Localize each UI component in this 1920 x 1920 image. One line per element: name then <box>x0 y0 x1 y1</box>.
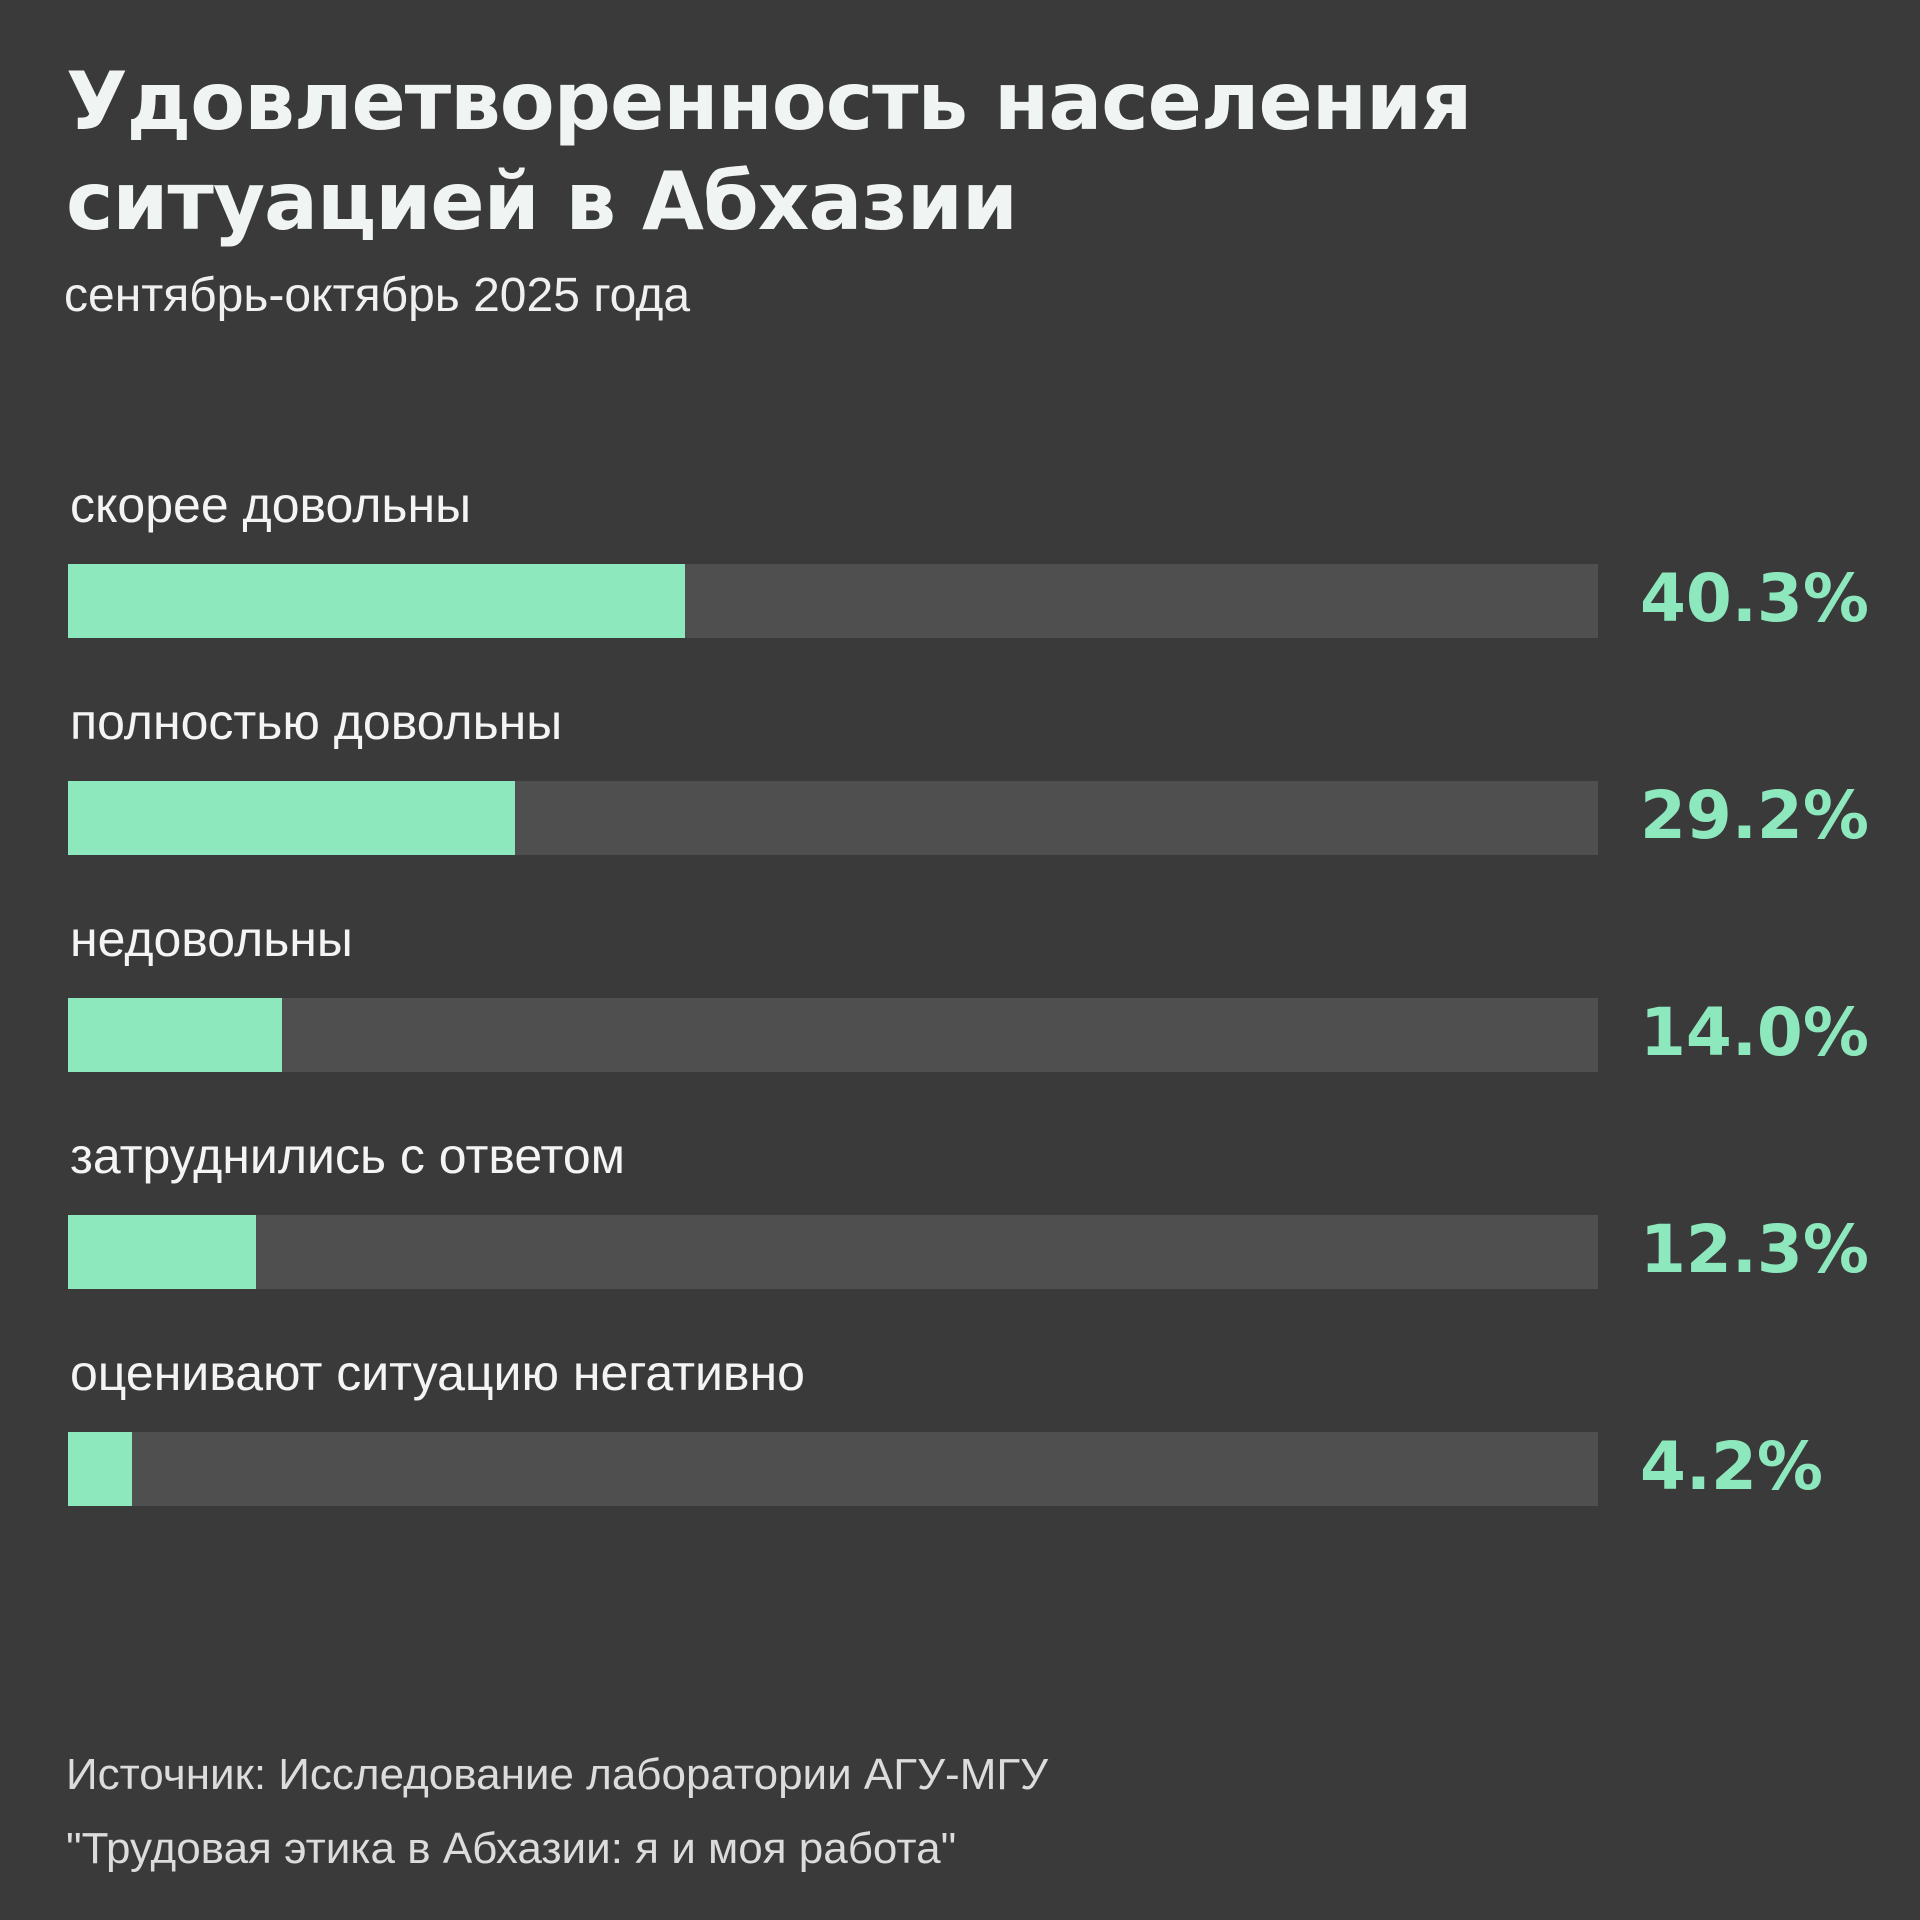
category-label: оценивают ситуацию негативно <box>70 1345 805 1401</box>
category-label: недовольны <box>70 911 353 967</box>
bar-track <box>68 781 1598 855</box>
bar <box>68 1215 257 1289</box>
bar <box>68 998 283 1072</box>
bar-track <box>68 564 1598 638</box>
value-label: 40.3% <box>1640 560 1869 637</box>
category-label: затруднились с ответом <box>70 1128 626 1184</box>
category-label: скорее довольны <box>70 477 472 533</box>
bar <box>68 1432 133 1506</box>
value-label: 29.2% <box>1640 777 1869 854</box>
category-label: полностью довольны <box>70 694 563 750</box>
bar-track <box>68 1215 1598 1289</box>
source-note: Источник: Исследование лаборатории АГУ-М… <box>66 1738 1048 1886</box>
chart-title: Удовлетворенность населения ситуацией в … <box>66 52 1472 252</box>
value-label: 12.3% <box>1640 1211 1869 1288</box>
source-line-2: "Трудовая этика в Абхазии: я и моя работ… <box>66 1824 957 1873</box>
bar <box>68 781 515 855</box>
source-line-1: Источник: Исследование лаборатории АГУ-М… <box>66 1750 1049 1799</box>
chart-subtitle: сентябрь-октябрь 2025 года <box>64 269 691 322</box>
value-label: 14.0% <box>1640 994 1869 1071</box>
bar <box>68 564 685 638</box>
bar-track <box>68 998 1598 1072</box>
chart-title-line-1: Удовлетворенность населения <box>66 55 1472 148</box>
bar-track <box>68 1432 1598 1506</box>
chart-title-line-2: ситуацией в Абхазии <box>66 155 1018 248</box>
value-label: 4.2% <box>1640 1428 1824 1505</box>
